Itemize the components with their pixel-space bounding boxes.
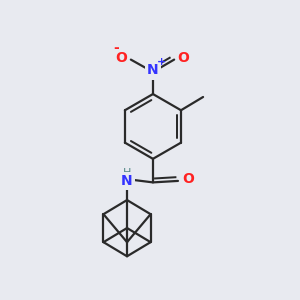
Text: +: + — [157, 57, 166, 67]
Text: O: O — [178, 51, 190, 65]
Text: -: - — [113, 41, 119, 55]
Text: N: N — [121, 174, 133, 188]
Text: O: O — [116, 51, 127, 65]
Text: N: N — [147, 64, 159, 77]
Text: H: H — [123, 168, 131, 178]
Text: O: O — [182, 172, 194, 186]
